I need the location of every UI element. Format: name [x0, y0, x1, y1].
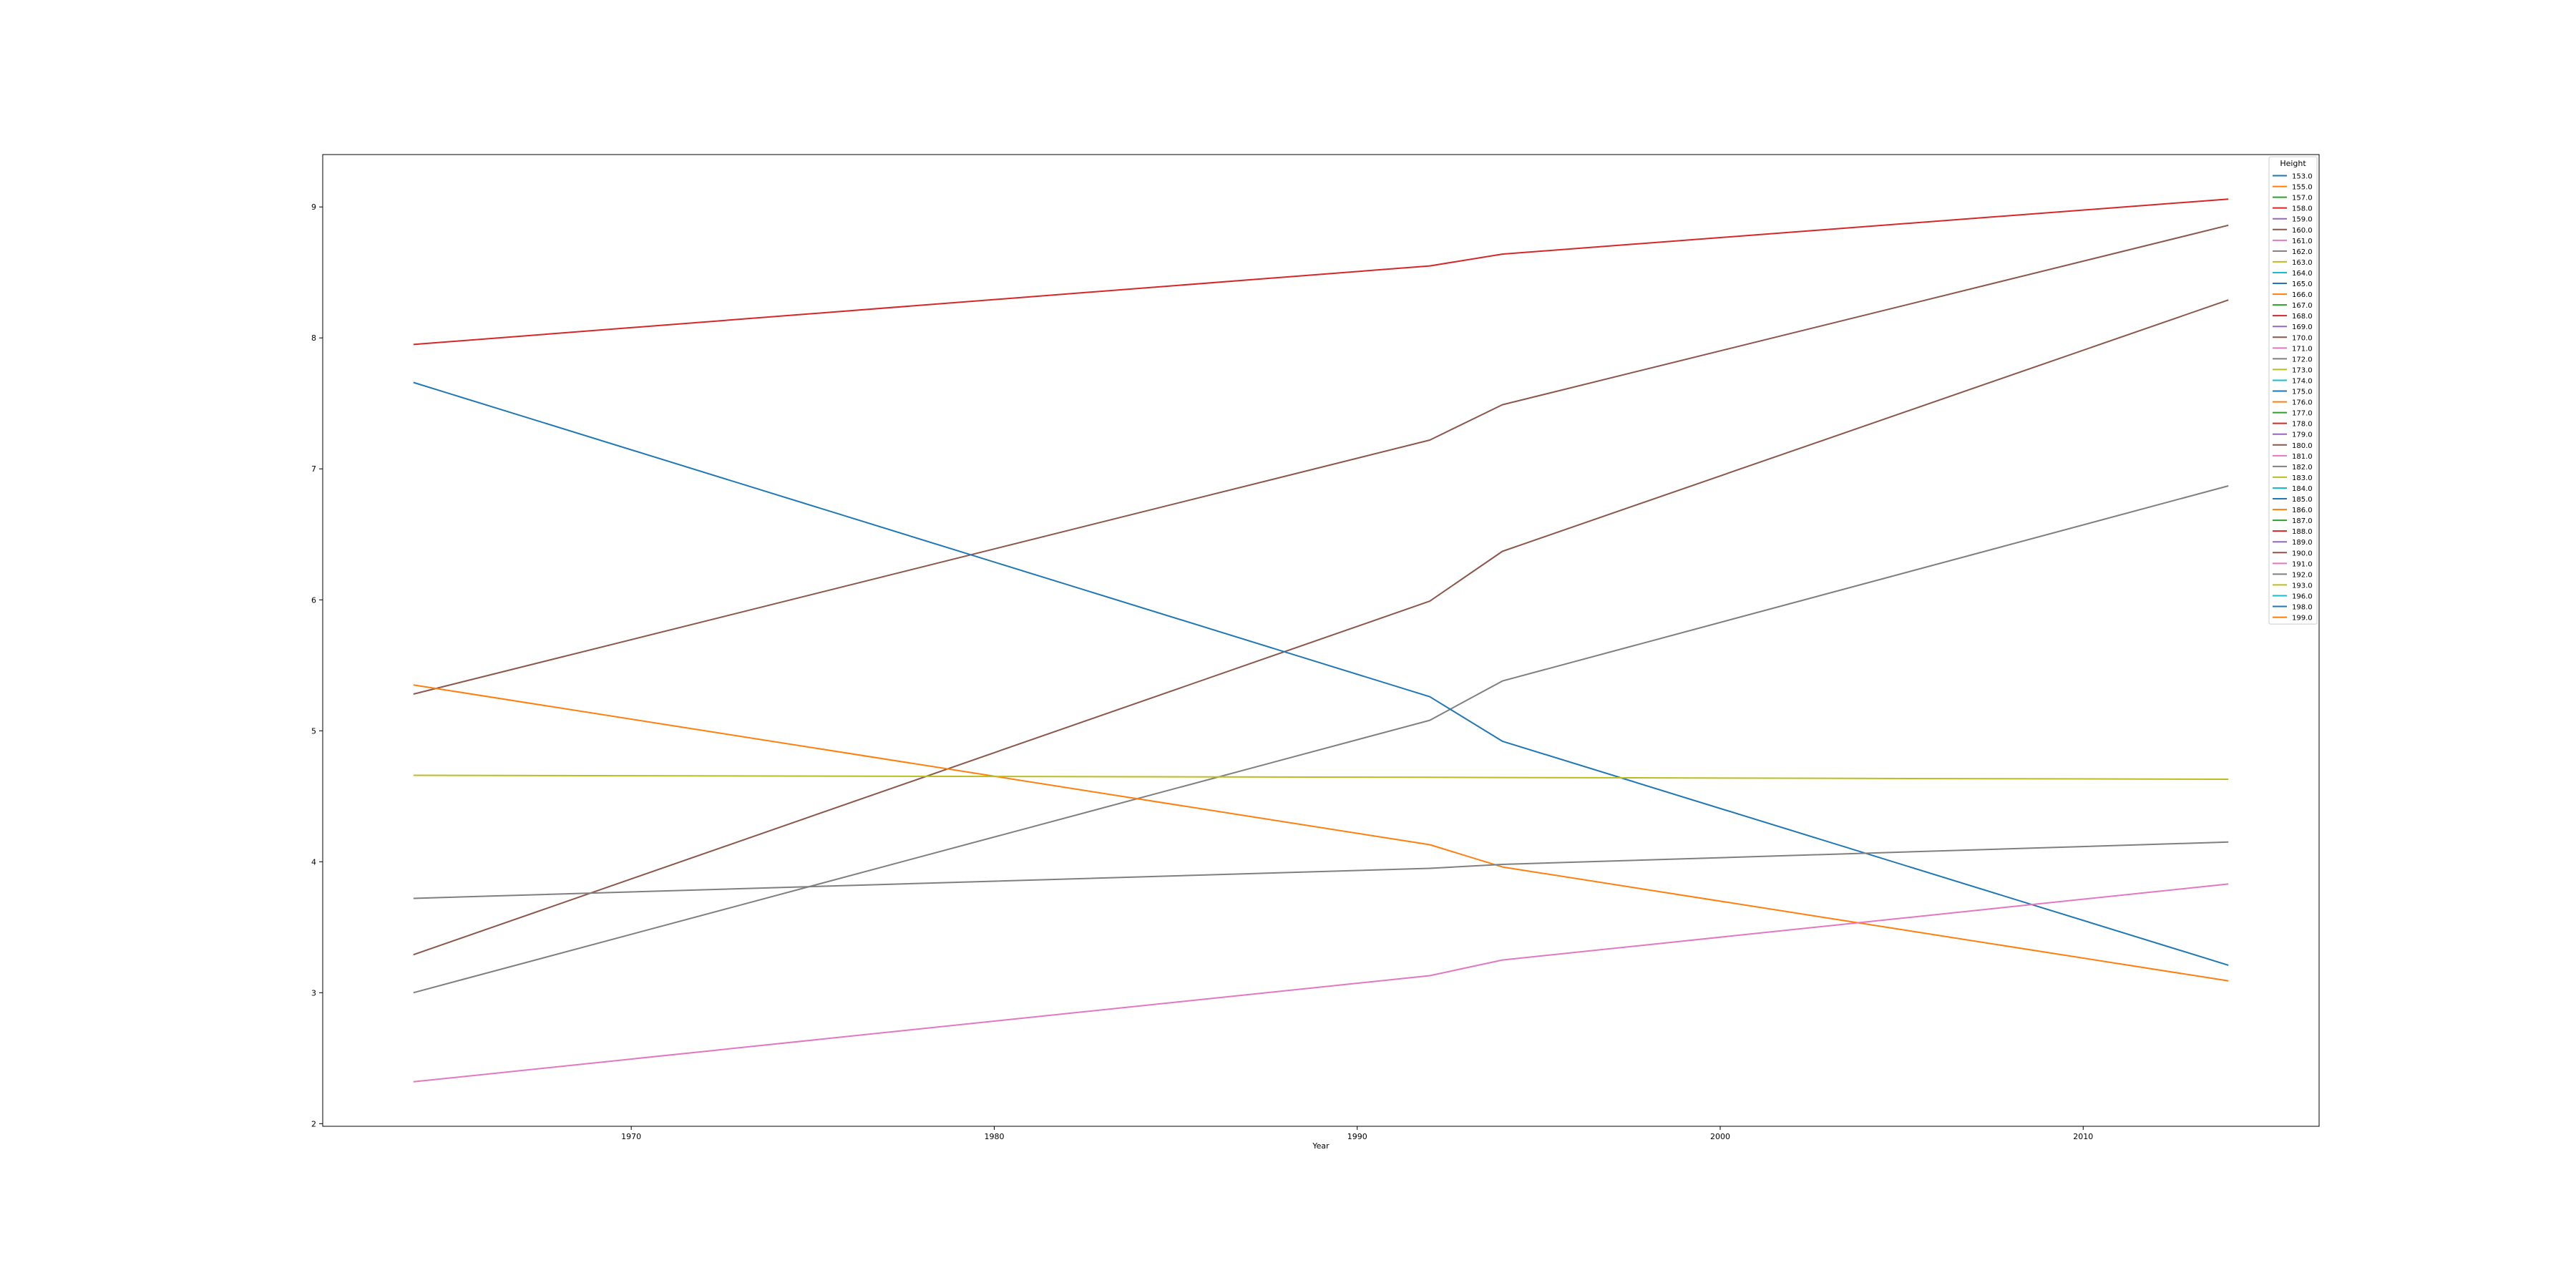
- x-tick-label: 2000: [1710, 1132, 1730, 1141]
- x-axis-label: Year: [1312, 1141, 1330, 1151]
- series-line-180-0: [413, 224, 2229, 695]
- series-line-193-0: [413, 774, 2229, 780]
- legend-entry-label: 191.0: [2292, 560, 2313, 568]
- legend-entry-label: 178.0: [2292, 421, 2313, 429]
- legend-entry-label: 175.0: [2292, 389, 2313, 396]
- series-line-176-0: [413, 684, 2229, 982]
- legend-entry-label: 153.0: [2292, 173, 2313, 181]
- series-line-182-0: [413, 841, 2229, 899]
- legend-entry-label: 167.0: [2292, 302, 2313, 310]
- x-tick-label: 1990: [1347, 1132, 1367, 1141]
- series-line-192-0: [413, 485, 2229, 994]
- legend-entry-label: 171.0: [2292, 345, 2313, 353]
- legend-entry-label: 189.0: [2292, 539, 2313, 547]
- legend-entry-label: 169.0: [2292, 323, 2313, 331]
- legend-entry-label: 165.0: [2292, 280, 2313, 288]
- legend-entry-label: 182.0: [2292, 464, 2313, 472]
- x-axis-ticks: 1970 1980 1990 2000 2010: [621, 1126, 2093, 1141]
- y-tick-label: 2: [311, 1119, 316, 1128]
- legend-entry-label: 188.0: [2292, 528, 2313, 536]
- legend-box: [2268, 156, 2318, 625]
- legend-entry-label: 172.0: [2292, 356, 2313, 364]
- y-tick-label: 8: [311, 333, 316, 343]
- y-axis-ticks: 2 3 4 5 6 7 8 9: [311, 203, 323, 1128]
- legend-entry-label: 186.0: [2292, 507, 2313, 514]
- legend-entry-label: 157.0: [2292, 195, 2313, 203]
- legend-entry-label: 190.0: [2292, 550, 2313, 557]
- legend-entry-label: 179.0: [2292, 431, 2313, 439]
- x-tick-label: 1980: [984, 1132, 1004, 1141]
- legend-entry-label: 181.0: [2292, 453, 2313, 461]
- legend-entry-label: 198.0: [2292, 604, 2313, 612]
- x-tick-label: 1970: [621, 1132, 641, 1141]
- legend-entry-label: 192.0: [2292, 571, 2313, 579]
- legend-entry-label: 185.0: [2292, 496, 2313, 504]
- legend-title: Height: [2280, 159, 2306, 168]
- legend-entry-label: 155.0: [2292, 184, 2313, 192]
- y-tick-label: 6: [311, 595, 316, 605]
- legend-entry-label: 164.0: [2292, 270, 2313, 278]
- legend-entry-label: 176.0: [2292, 399, 2313, 407]
- legend-entry-label: 173.0: [2292, 366, 2313, 374]
- legend-entry-label: 177.0: [2292, 410, 2313, 418]
- legend-entry-label: 160.0: [2292, 227, 2313, 235]
- legend-entry-label: 161.0: [2292, 238, 2313, 245]
- legend-entry-label: 168.0: [2292, 313, 2313, 321]
- y-tick-label: 3: [311, 988, 316, 997]
- legend-entry-label: 184.0: [2292, 485, 2313, 493]
- y-tick-label: 5: [311, 726, 316, 736]
- series-line-181-0: [413, 883, 2229, 1083]
- legend-entry-label: 193.0: [2292, 582, 2313, 590]
- legend-entry-label: 159.0: [2292, 216, 2313, 224]
- series-line-178-0: [413, 198, 2229, 346]
- series-layer: [413, 198, 2229, 1083]
- legend-entry-label: 162.0: [2292, 248, 2313, 256]
- legend-entry-label: 158.0: [2292, 205, 2313, 213]
- legend-entry-label: 199.0: [2292, 615, 2313, 623]
- legend-entry-label: 174.0: [2292, 377, 2313, 385]
- y-tick-label: 7: [311, 464, 316, 474]
- y-tick-label: 9: [311, 203, 316, 212]
- legend-entry-label: 183.0: [2292, 474, 2313, 482]
- legend-entry-label: 163.0: [2292, 259, 2313, 267]
- legend-entry-label: 196.0: [2292, 592, 2313, 600]
- y-tick-label: 4: [311, 857, 316, 867]
- legend-entry-label: 180.0: [2292, 442, 2313, 450]
- series-line-190-0: [413, 299, 2229, 956]
- legend-entry-label: 170.0: [2292, 334, 2313, 342]
- legend-entry-label: 187.0: [2292, 517, 2313, 525]
- x-tick-label: 2010: [2073, 1132, 2093, 1141]
- legend-entry-label: 166.0: [2292, 291, 2313, 299]
- legend: Height 153.0 155.0 157.0 158.0 159.0 160.0 161.…: [2268, 156, 2318, 625]
- plot-area-frame: [322, 154, 2320, 1127]
